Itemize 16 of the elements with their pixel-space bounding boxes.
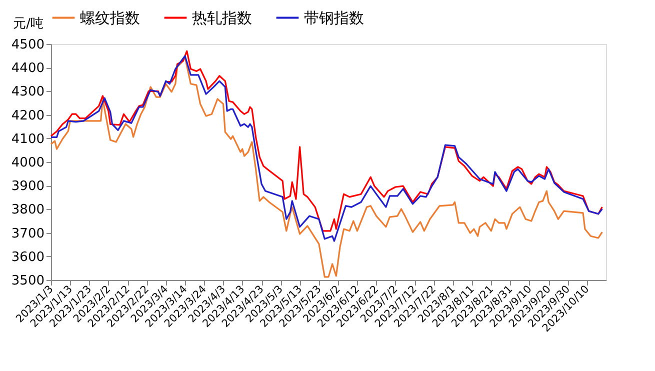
y-tick-label: 4000	[11, 156, 44, 170]
y-tick-label: 4200	[11, 108, 44, 124]
legend-label: 带钢指数	[304, 8, 364, 27]
y-tick-label: 3600	[11, 250, 44, 265]
y-tick-label: 4500	[11, 38, 44, 52]
legend-label: 热轧指数	[192, 8, 252, 27]
y-tick-label: 4400	[11, 61, 44, 76]
line-series	[50, 56, 603, 278]
legend-label: 螺纹指数	[80, 8, 140, 27]
y-tick-label: 3500	[11, 274, 44, 288]
y-axis-title: 元/吨	[13, 16, 44, 32]
y-tick-label: 4300	[11, 84, 44, 100]
y-tick-label: 3800	[11, 202, 44, 218]
y-tick-label: 3900	[11, 179, 44, 194]
y-tick-label: 3700	[11, 226, 44, 242]
y-tick-label: 4100	[11, 132, 44, 147]
